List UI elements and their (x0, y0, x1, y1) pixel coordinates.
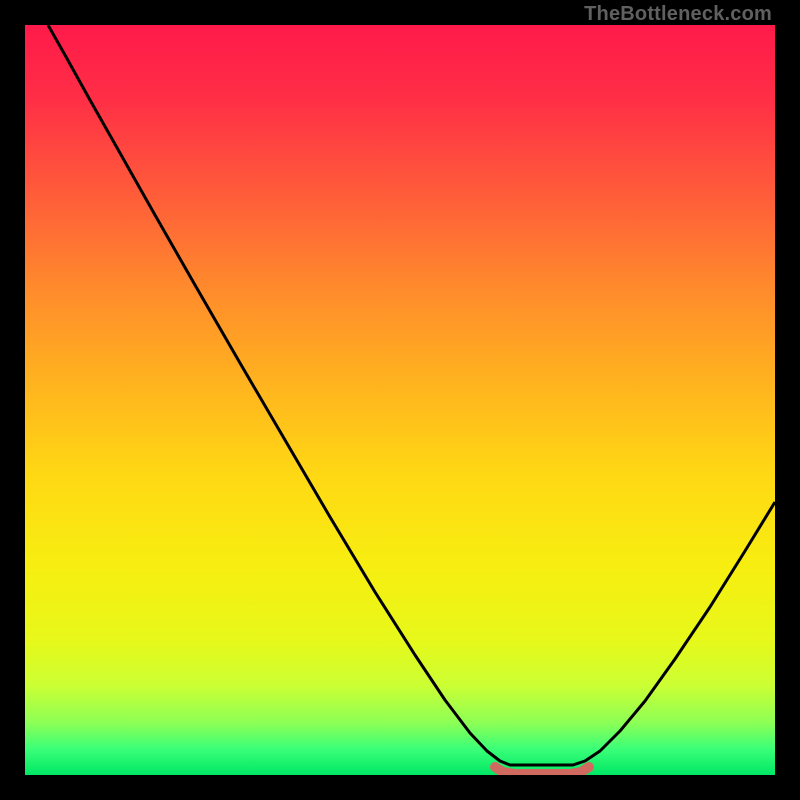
bottleneck-curve (48, 25, 775, 765)
plot-area (25, 25, 775, 775)
watermark-text: TheBottleneck.com (584, 3, 772, 26)
curve-layer (25, 25, 775, 775)
optimal-flat-region (495, 767, 589, 774)
chart-frame: TheBottleneck.com (0, 0, 800, 800)
